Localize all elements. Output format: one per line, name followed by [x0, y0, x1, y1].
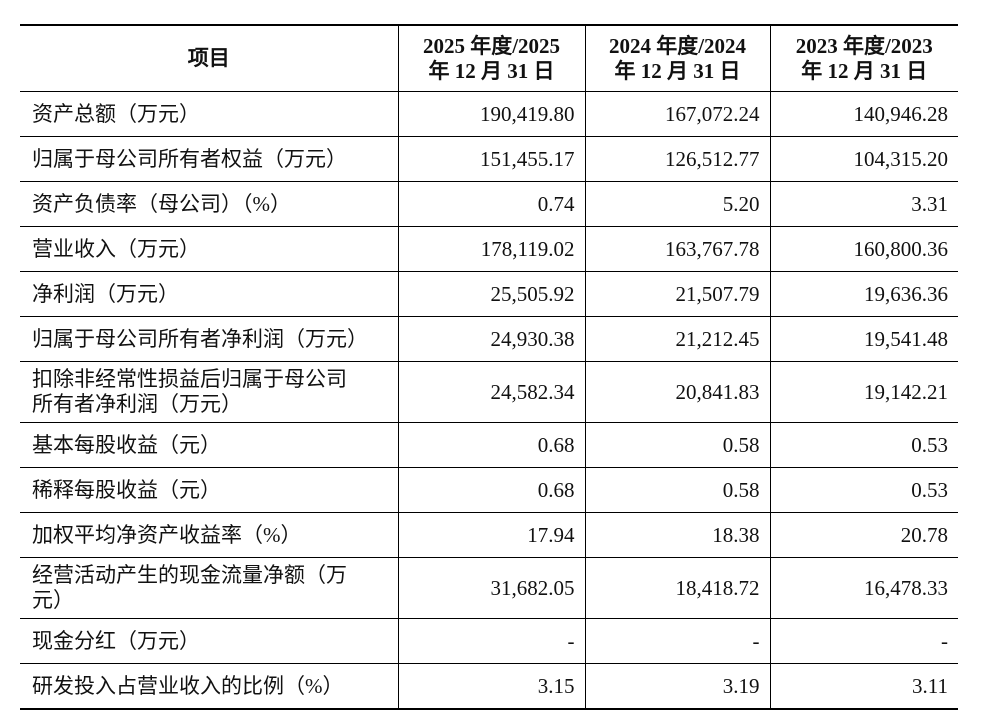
- row-label: 基本每股收益（元）: [20, 422, 399, 468]
- table-row: 加权平均净资产收益率（%） 17.94 18.38 20.78: [20, 512, 958, 558]
- value-cell: 167,072.24: [584, 91, 771, 137]
- value-cell: 20,841.83: [584, 361, 771, 423]
- table-row: 净利润（万元） 25,505.92 21,507.79 19,636.36: [20, 271, 958, 317]
- row-label: 加权平均净资产收益率（%）: [20, 512, 399, 558]
- value-cell: 19,541.48: [769, 316, 958, 362]
- value-cell: -: [584, 618, 771, 664]
- row-label: 扣除非经常性损益后归属于母公司 所有者净利润（万元）: [20, 361, 399, 423]
- header-cell: 2025 年度/2025 年 12 月 31 日: [397, 24, 586, 92]
- value-cell: 20.78: [769, 512, 958, 558]
- value-cell: 0.58: [584, 467, 771, 513]
- value-cell: 178,119.02: [397, 226, 586, 272]
- value-cell: 190,419.80: [397, 91, 586, 137]
- row-label: 净利润（万元）: [20, 271, 399, 317]
- table-row: 稀释每股收益（元） 0.68 0.58 0.53: [20, 467, 958, 513]
- value-cell: 163,767.78: [584, 226, 771, 272]
- value-cell: -: [397, 618, 586, 664]
- row-label: 资产总额（万元）: [20, 91, 399, 137]
- row-label: 营业收入（万元）: [20, 226, 399, 272]
- table-row: 营业收入（万元） 178,119.02 163,767.78 160,800.36: [20, 226, 958, 272]
- value-cell: 21,507.79: [584, 271, 771, 317]
- value-cell: 126,512.77: [584, 136, 771, 182]
- value-cell: 0.53: [769, 467, 958, 513]
- value-cell: 18.38: [584, 512, 771, 558]
- table-row: 现金分红（万元） - - -: [20, 618, 958, 664]
- header-row: 项目 2025 年度/2025 年 12 月 31 日 2024 年度/2024 年…: [20, 24, 958, 92]
- row-label: 研发投入占营业收入的比例（%）: [20, 663, 399, 710]
- table-row: 研发投入占营业收入的比例（%） 3.15 3.19 3.11: [20, 663, 958, 710]
- table-row: 基本每股收益（元） 0.68 0.58 0.53: [20, 422, 958, 468]
- table-row: 归属于母公司所有者净利润（万元） 24,930.38 21,212.45 19,541…: [20, 316, 958, 362]
- value-cell: 0.74: [397, 181, 586, 227]
- row-label: 现金分红（万元）: [20, 618, 399, 664]
- value-cell: 3.31: [769, 181, 958, 227]
- value-cell: 17.94: [397, 512, 586, 558]
- value-cell: -: [769, 618, 958, 664]
- row-label: 经营活动产生的现金流量净额（万 元）: [20, 557, 399, 619]
- table-row: 资产负债率（母公司）（%） 0.74 5.20 3.31: [20, 181, 958, 227]
- value-cell: 19,142.21: [769, 361, 958, 423]
- row-label: 归属于母公司所有者净利润（万元）: [20, 316, 399, 362]
- value-cell: 0.68: [397, 422, 586, 468]
- row-label: 稀释每股收益（元）: [20, 467, 399, 513]
- row-label: 归属于母公司所有者权益（万元）: [20, 136, 399, 182]
- value-cell: 0.68: [397, 467, 586, 513]
- value-cell: 21,212.45: [584, 316, 771, 362]
- value-cell: 25,505.92: [397, 271, 586, 317]
- value-cell: 5.20: [584, 181, 771, 227]
- value-cell: 3.19: [584, 663, 771, 710]
- value-cell: 16,478.33: [769, 557, 958, 619]
- value-cell: 0.58: [584, 422, 771, 468]
- value-cell: 31,682.05: [397, 557, 586, 619]
- row-label: 资产负债率（母公司）（%）: [20, 181, 399, 227]
- value-cell: 160,800.36: [769, 226, 958, 272]
- header-cell: 项目: [20, 24, 399, 92]
- table-row: 归属于母公司所有者权益（万元） 151,455.17 126,512.77 104,3…: [20, 136, 958, 182]
- value-cell: 3.11: [769, 663, 958, 710]
- header-cell: 2023 年度/2023 年 12 月 31 日: [769, 24, 958, 92]
- financial-table: 项目 2025 年度/2025 年 12 月 31 日 2024 年度/2024 年…: [20, 24, 958, 710]
- value-cell: 151,455.17: [397, 136, 586, 182]
- value-cell: 24,930.38: [397, 316, 586, 362]
- value-cell: 140,946.28: [769, 91, 958, 137]
- header-cell: 2024 年度/2024 年 12 月 31 日: [584, 24, 771, 92]
- value-cell: 0.53: [769, 422, 958, 468]
- table-row: 扣除非经常性损益后归属于母公司 所有者净利润（万元） 24,582.34 20,84…: [20, 361, 958, 423]
- value-cell: 3.15: [397, 663, 586, 710]
- value-cell: 104,315.20: [769, 136, 958, 182]
- value-cell: 18,418.72: [584, 557, 771, 619]
- value-cell: 19,636.36: [769, 271, 958, 317]
- table-row: 资产总额（万元） 190,419.80 167,072.24 140,946.28: [20, 91, 958, 137]
- value-cell: 24,582.34: [397, 361, 586, 423]
- table-row: 经营活动产生的现金流量净额（万 元） 31,682.05 18,418.72 16,4…: [20, 557, 958, 619]
